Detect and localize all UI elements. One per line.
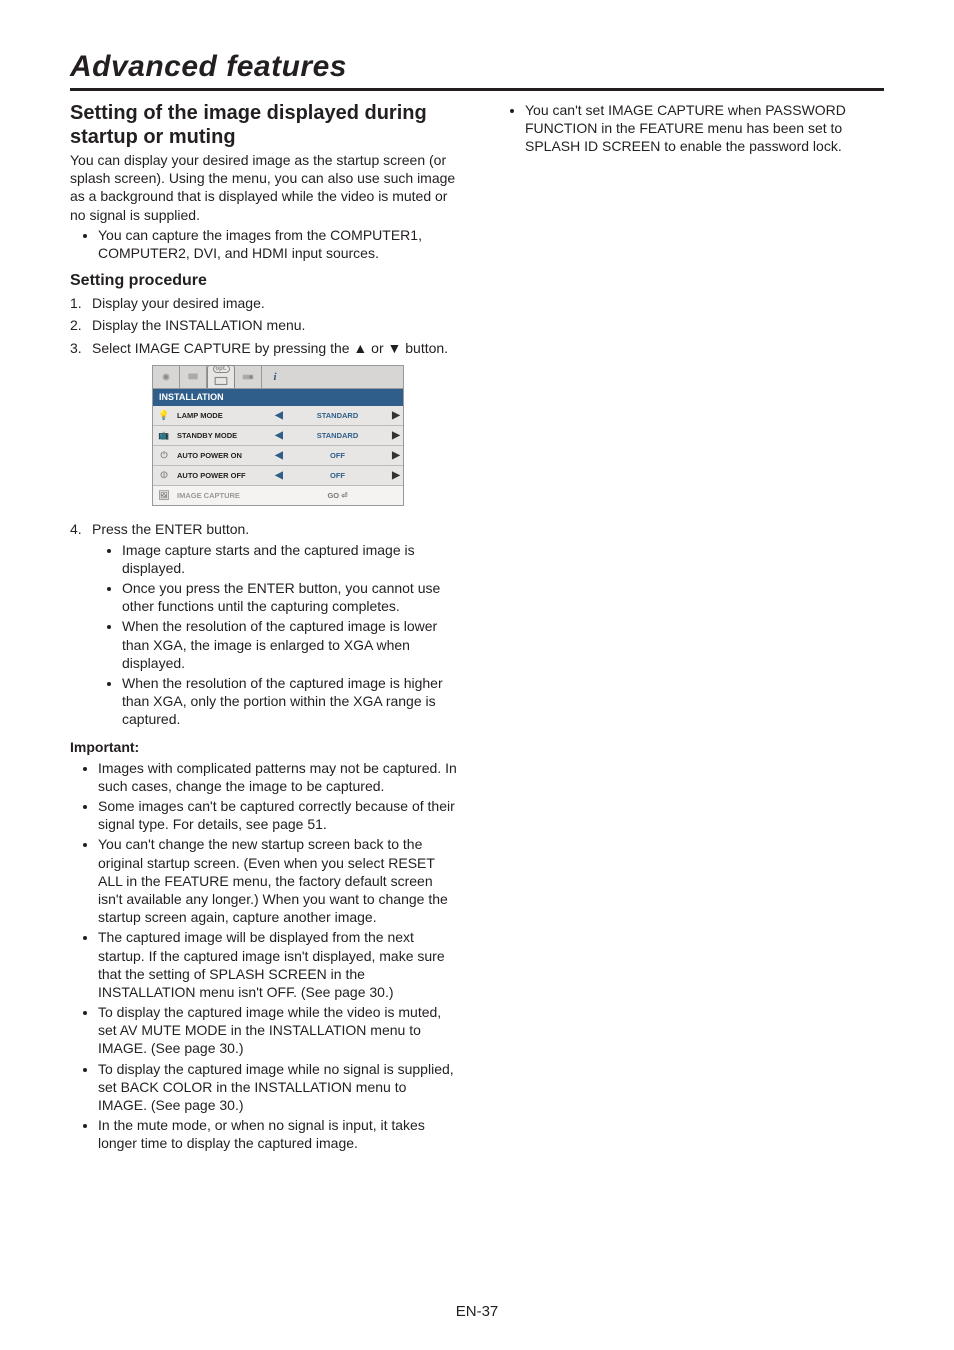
standby-icon: 📺	[153, 430, 175, 442]
menu-row-image-capture: 🖼 IMAGE CAPTURE GO ⏎	[153, 486, 403, 505]
menu-tab-projector-icon	[235, 366, 262, 388]
menu-row-standby-mode: 📺 STANDBY MODE ◀ STANDARD ▶	[153, 426, 403, 446]
capture-icon: 🖼	[153, 490, 175, 502]
page-number: EN-37	[0, 1303, 954, 1320]
step-2: Display the INSTALLATION menu.	[70, 316, 457, 334]
menu-tab-opt-icon: opt.	[207, 365, 235, 388]
menu-title: INSTALLATION	[153, 389, 403, 407]
left-arrow-icon: ◀	[272, 469, 286, 482]
step4-bullet: Once you press the ENTER button, you can…	[122, 579, 457, 615]
right-column: You can't set IMAGE CAPTURE when PASSWOR…	[497, 101, 884, 1155]
right-bullet: You can't set IMAGE CAPTURE when PASSWOR…	[525, 101, 884, 156]
important-bullet: Some images can't be captured correctly …	[98, 797, 457, 833]
menu-row-auto-power-off: ⏼ AUTO POWER OFF ◀ OFF ▶	[153, 466, 403, 486]
section-heading: Setting of the image displayed during st…	[70, 101, 457, 149]
step-3: Select IMAGE CAPTURE by pressing the ▲ o…	[70, 339, 457, 507]
important-bullet: The captured image will be displayed fro…	[98, 928, 457, 1001]
right-arrow-icon: ▶	[389, 469, 403, 482]
step4-bullet: When the resolution of the captured imag…	[122, 617, 457, 672]
step-4: Press the ENTER button. Image capture st…	[70, 520, 457, 728]
menu-row-auto-power-on: ⏻ AUTO POWER ON ◀ OFF ▶	[153, 446, 403, 466]
menu-tab-info-icon: i	[262, 366, 288, 388]
intro-text: You can display your desired image as th…	[70, 151, 457, 224]
power-on-icon: ⏻	[153, 450, 175, 462]
important-bullet: To display the captured image while the …	[98, 1003, 457, 1058]
important-bullet: In the mute mode, or when no signal is i…	[98, 1116, 457, 1152]
left-arrow-icon: ◀	[272, 409, 286, 422]
left-arrow-icon: ◀	[272, 449, 286, 462]
intro-bullet: You can capture the images from the COMP…	[98, 226, 457, 262]
lamp-icon: 💡	[153, 410, 175, 422]
two-column-layout: Setting of the image displayed during st…	[70, 101, 884, 1155]
important-bullet: Images with complicated patterns may not…	[98, 759, 457, 795]
title-rule	[70, 88, 884, 91]
menu-tab-screen-icon	[180, 366, 207, 388]
step-1: Display your desired image.	[70, 294, 457, 312]
page-title: Advanced features	[70, 50, 884, 84]
right-arrow-icon: ▶	[389, 429, 403, 442]
right-arrow-icon: ▶	[389, 409, 403, 422]
menu-tab-image-icon	[153, 366, 180, 388]
right-arrow-icon: ▶	[389, 449, 403, 462]
left-arrow-icon: ◀	[272, 429, 286, 442]
power-off-icon: ⏼	[153, 470, 175, 482]
important-bullet: You can't change the new startup screen …	[98, 835, 457, 926]
important-bullet: To display the captured image while no s…	[98, 1060, 457, 1115]
subheading: Setting procedure	[70, 272, 457, 290]
installation-menu: opt. i INSTALLATION 💡	[152, 365, 404, 507]
important-label: Important:	[70, 738, 457, 756]
menu-row-lamp-mode: 💡 LAMP MODE ◀ STANDARD ▶	[153, 406, 403, 426]
step4-bullet: Image capture starts and the captured im…	[122, 541, 457, 577]
left-column: Setting of the image displayed during st…	[70, 101, 457, 1155]
step4-bullet: When the resolution of the captured imag…	[122, 674, 457, 729]
